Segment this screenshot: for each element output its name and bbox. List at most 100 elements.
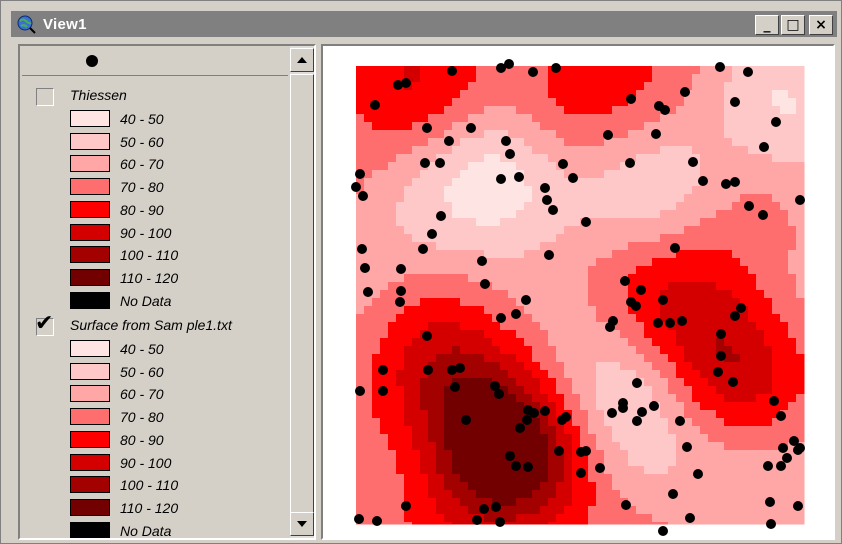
sample-point[interactable]	[625, 158, 635, 168]
sample-point[interactable]	[581, 446, 591, 456]
sample-point[interactable]	[688, 157, 698, 167]
sample-point[interactable]	[436, 211, 446, 221]
legend-swatch[interactable]	[70, 385, 110, 403]
sample-point[interactable]	[515, 423, 525, 433]
legend-swatch[interactable]	[70, 362, 110, 380]
sample-point[interactable]	[716, 329, 726, 339]
sample-point[interactable]	[514, 172, 524, 182]
sample-point[interactable]	[607, 408, 617, 418]
sample-point[interactable]	[713, 367, 723, 377]
sample-point[interactable]	[763, 461, 773, 471]
legend-swatch[interactable]	[70, 498, 110, 516]
sample-point[interactable]	[603, 130, 613, 140]
sample-point[interactable]	[730, 97, 740, 107]
sample-point[interactable]	[355, 169, 365, 179]
sample-point[interactable]	[675, 416, 685, 426]
sample-point[interactable]	[759, 142, 769, 152]
sample-point[interactable]	[393, 80, 403, 90]
sample-point[interactable]	[721, 179, 731, 189]
legend-swatch[interactable]	[70, 408, 110, 426]
scroll-up-button[interactable]	[290, 48, 314, 72]
sample-point[interactable]	[423, 365, 433, 375]
legend-swatch[interactable]	[70, 340, 110, 357]
sample-point[interactable]	[422, 331, 432, 341]
sample-point[interactable]	[472, 515, 482, 525]
sample-point[interactable]	[378, 386, 388, 396]
sample-point[interactable]	[354, 514, 364, 524]
sample-point[interactable]	[444, 136, 454, 146]
sample-point[interactable]	[529, 408, 539, 418]
sample-point[interactable]	[496, 313, 506, 323]
sample-point[interactable]	[636, 285, 646, 295]
map-display[interactable]	[321, 44, 835, 540]
sample-point[interactable]	[521, 295, 531, 305]
thiessen-visibility-checkbox[interactable]	[36, 88, 54, 106]
sample-point[interactable]	[771, 117, 781, 127]
table-of-contents[interactable]: Thiessen 40 - 50 50 - 60 60 - 70 70 - 80 80 …	[18, 44, 316, 540]
sample-point[interactable]	[653, 318, 663, 328]
sample-point[interactable]	[355, 386, 365, 396]
sample-point[interactable]	[480, 279, 490, 289]
legend-swatch[interactable]	[70, 110, 110, 127]
sample-point[interactable]	[511, 309, 521, 319]
sample-point[interactable]	[632, 378, 642, 388]
sample-point[interactable]	[540, 183, 550, 193]
sample-point[interactable]	[540, 406, 550, 416]
sample-point[interactable]	[665, 318, 675, 328]
sample-point[interactable]	[505, 451, 515, 461]
sample-point[interactable]	[522, 415, 532, 425]
sample-point[interactable]	[670, 243, 680, 253]
sample-point[interactable]	[668, 489, 678, 499]
sample-point[interactable]	[620, 276, 630, 286]
sample-point[interactable]	[511, 461, 521, 471]
sample-point[interactable]	[715, 62, 725, 72]
sample-point[interactable]	[631, 301, 641, 311]
legend-swatch[interactable]	[70, 453, 110, 471]
sample-point[interactable]	[461, 415, 471, 425]
sample-point[interactable]	[658, 295, 668, 305]
sample-point[interactable]	[716, 351, 726, 361]
sample-point[interactable]	[505, 149, 515, 159]
legend-swatch[interactable]	[70, 178, 110, 196]
scroll-thumb[interactable]	[290, 74, 314, 514]
sample-point[interactable]	[435, 158, 445, 168]
sample-point[interactable]	[351, 182, 361, 192]
sample-point[interactable]	[378, 365, 388, 375]
sample-point[interactable]	[544, 250, 554, 260]
sample-point[interactable]	[360, 263, 370, 273]
legend-swatch[interactable]	[70, 132, 110, 150]
sample-point[interactable]	[496, 63, 506, 73]
sample-point[interactable]	[782, 453, 792, 463]
sample-point[interactable]	[765, 497, 775, 507]
sample-point[interactable]	[427, 229, 437, 239]
legend-swatch[interactable]	[70, 476, 110, 494]
sample-point[interactable]	[660, 105, 670, 115]
sample-point[interactable]	[523, 462, 533, 472]
sample-point[interactable]	[422, 123, 432, 133]
sample-point[interactable]	[420, 158, 430, 168]
scroll-down-button[interactable]	[290, 512, 314, 536]
sample-point[interactable]	[693, 469, 703, 479]
sample-point[interactable]	[447, 365, 457, 375]
legend-swatch[interactable]	[70, 246, 110, 264]
sample-point[interactable]	[477, 256, 487, 266]
sample-point[interactable]	[554, 446, 564, 456]
sample-point[interactable]	[558, 159, 568, 169]
sample-point[interactable]	[632, 416, 642, 426]
sample-point[interactable]	[658, 526, 668, 536]
sample-point[interactable]	[370, 100, 380, 110]
title-bar[interactable]: View1 _ □ ×	[11, 11, 837, 37]
sample-point[interactable]	[769, 396, 779, 406]
sample-point[interactable]	[396, 286, 406, 296]
sample-point[interactable]	[501, 136, 511, 146]
legend-swatch[interactable]	[70, 200, 110, 218]
sample-point[interactable]	[542, 195, 552, 205]
sample-point[interactable]	[418, 244, 428, 254]
sample-point[interactable]	[496, 174, 506, 184]
sample-point[interactable]	[479, 504, 489, 514]
sample-point[interactable]	[581, 217, 591, 227]
sample-point[interactable]	[637, 407, 647, 417]
sample-point[interactable]	[795, 443, 805, 453]
sample-point[interactable]	[789, 436, 799, 446]
sample-point[interactable]	[618, 403, 628, 413]
